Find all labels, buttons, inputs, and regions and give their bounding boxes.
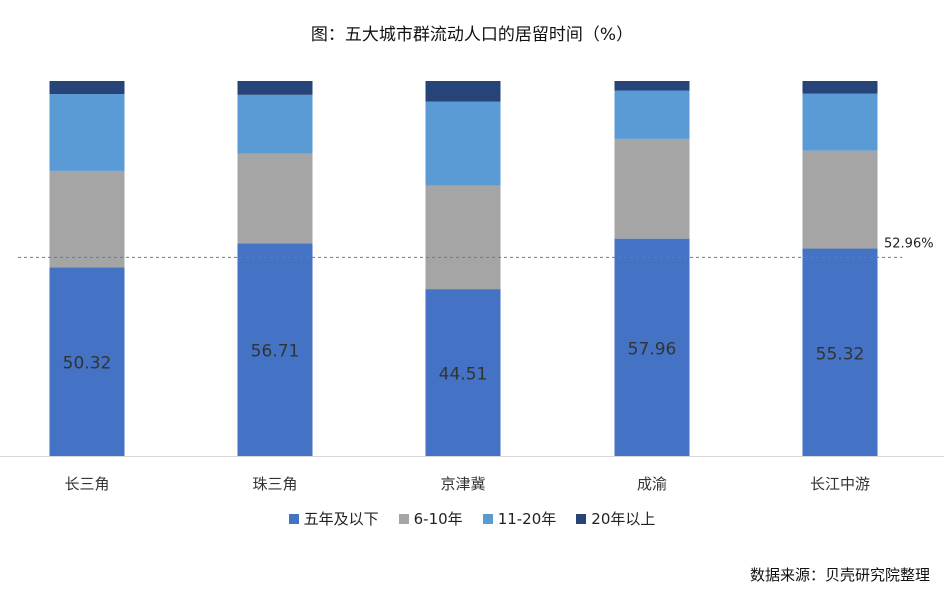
bar-segment (49, 267, 125, 456)
data-label: 50.32 (63, 354, 112, 374)
legend-item: 20年以上 (576, 508, 655, 529)
x-tick-label: 京津冀 (440, 475, 485, 493)
bar-segment (614, 90, 690, 139)
legend-item: 6-10年 (398, 508, 463, 529)
bar-segment (614, 238, 690, 456)
data-label: 55.32 (816, 344, 865, 364)
bar-segment (49, 170, 125, 268)
bar-segment (802, 81, 878, 94)
chart-title: 图：五大城市群流动人口的居留时间（%） (310, 25, 634, 45)
legend-swatch (288, 513, 299, 524)
source-note: 数据来源：贝壳研究院整理 (749, 566, 930, 584)
bar-segment (802, 248, 878, 456)
bar-segment (425, 185, 501, 290)
bar-segment (237, 243, 313, 456)
data-label: 56.71 (251, 342, 300, 362)
data-label: 44.51 (439, 365, 488, 385)
legend: 五年及以下 6-10年 11-20年 20年以上 (0, 508, 944, 529)
reference-line-label: 52.96% (884, 236, 934, 251)
bar-segment (425, 81, 501, 102)
bar-segment (614, 138, 690, 239)
legend-item: 五年及以下 (288, 508, 379, 529)
x-tick-label: 长三角 (64, 475, 109, 493)
legend-label: 20年以上 (591, 510, 656, 528)
legend-swatch (576, 513, 587, 524)
x-tick-label: 成渝 (637, 475, 667, 493)
bar-segment (237, 81, 313, 95)
data-label: 57.96 (628, 339, 677, 359)
bar-segment (425, 289, 501, 456)
bar-segment (237, 153, 313, 244)
legend-swatch (482, 513, 493, 524)
bar-segment (425, 101, 501, 186)
legend-swatch (398, 513, 409, 524)
legend-label: 五年及以下 (303, 510, 379, 528)
legend-item: 11-20年 (482, 508, 557, 529)
bar-segment (49, 81, 125, 95)
x-tick-label: 珠三角 (252, 475, 297, 493)
bar-segment (802, 93, 878, 151)
bar-segment (49, 94, 125, 171)
legend-label: 11-20年 (497, 510, 557, 528)
bar-segment (802, 150, 878, 249)
bar-segment (614, 81, 690, 91)
legend-label: 6-10年 (413, 510, 463, 528)
bar-segment (237, 94, 313, 154)
x-tick-label: 长江中游 (810, 475, 870, 493)
